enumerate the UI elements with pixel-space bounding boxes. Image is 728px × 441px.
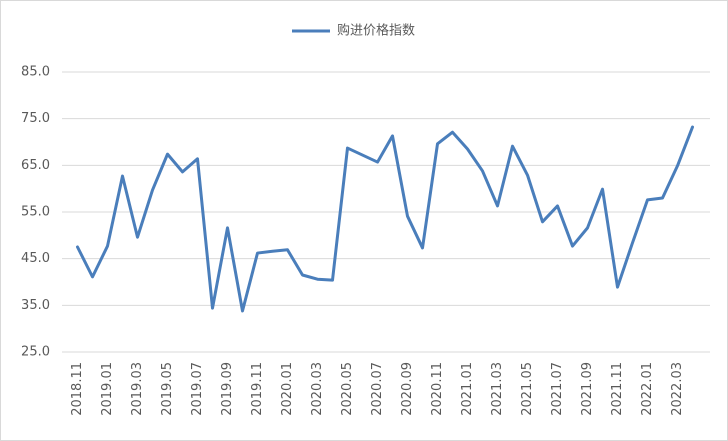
x-tick-label: 2021.07 bbox=[550, 362, 565, 416]
x-tick-label: 2019.09 bbox=[220, 362, 235, 416]
y-tick-label: 55.0 bbox=[21, 205, 50, 220]
x-tick-label: 2020.01 bbox=[280, 362, 295, 416]
x-tick-label: 2020.07 bbox=[370, 362, 385, 416]
x-tick-label: 2021.05 bbox=[520, 362, 535, 416]
y-tick-label: 25.0 bbox=[21, 345, 50, 360]
y-tick-label: 45.0 bbox=[21, 251, 50, 266]
x-tick-label: 2020.09 bbox=[400, 362, 415, 416]
x-tick-label: 2019.05 bbox=[160, 362, 175, 416]
x-tick-label: 2021.09 bbox=[580, 362, 595, 416]
x-tick-label: 2020.11 bbox=[430, 362, 445, 416]
x-tick-label: 2020.03 bbox=[310, 362, 325, 416]
y-tick-label: 65.0 bbox=[21, 158, 50, 173]
x-tick-label: 2020.05 bbox=[340, 362, 355, 416]
y-tick-label: 85.0 bbox=[21, 65, 50, 80]
y-tick-label: 35.0 bbox=[21, 298, 50, 313]
series-line bbox=[76, 125, 694, 313]
x-tick-label: 2018.11 bbox=[70, 362, 85, 416]
x-tick-label: 2019.07 bbox=[190, 362, 205, 416]
y-tick-label: 75.0 bbox=[21, 111, 50, 126]
x-tick-label: 2019.11 bbox=[250, 362, 265, 416]
legend-label: 购进价格指数 bbox=[337, 23, 415, 39]
x-tick-label: 2019.01 bbox=[100, 362, 115, 416]
x-tick-label: 2021.01 bbox=[460, 362, 475, 416]
x-tick-label: 2021.11 bbox=[610, 362, 625, 416]
x-tick-label: 2022.03 bbox=[670, 362, 685, 416]
x-tick-label: 2021.03 bbox=[490, 362, 505, 416]
x-tick-label: 2022.01 bbox=[640, 362, 655, 416]
x-tick-label: 2019.03 bbox=[130, 362, 145, 416]
